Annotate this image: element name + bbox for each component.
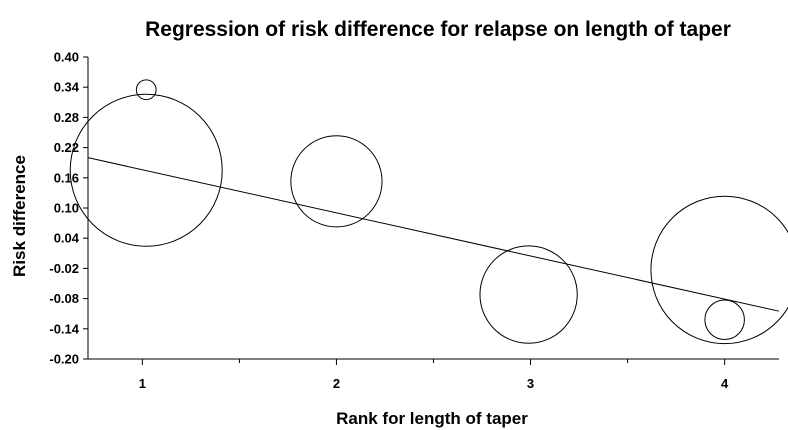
- plot-area: [69, 57, 788, 360]
- y-tick-label: 0.40: [54, 50, 79, 65]
- y-tick-label: -0.08: [49, 291, 79, 306]
- y-tick-label: 0.34: [54, 80, 80, 95]
- data-bubble: [290, 135, 383, 228]
- y-tick-label: 0.16: [54, 170, 79, 185]
- x-axis-label: Rank for length of taper: [336, 409, 528, 428]
- y-axis-ticks: 0.40 0.34 0.28 0.22 0.16 0.10 0.04 -0.02 -0.08 -0…: [49, 50, 88, 367]
- data-bubble: [479, 245, 578, 344]
- regression-line: [87, 157, 780, 312]
- y-tick-label: -0.14: [49, 321, 79, 336]
- y-axis-label: Risk difference: [10, 155, 29, 277]
- chart-title: Regression of risk difference for relaps…: [145, 18, 731, 41]
- y-tick-label: -0.02: [49, 261, 79, 276]
- data-bubble: [650, 195, 788, 345]
- y-tick-label: 0.04: [54, 231, 80, 246]
- x-tick-label: 1: [139, 376, 146, 391]
- data-bubble: [135, 79, 157, 101]
- y-tick-label: 0.28: [54, 110, 79, 125]
- y-tick-label: -0.20: [49, 352, 79, 367]
- x-tick-label: 2: [333, 376, 340, 391]
- x-tick-label: 4: [721, 376, 729, 391]
- x-axis-ticks: 1 2 3 4: [139, 359, 729, 391]
- data-bubble: [69, 93, 223, 247]
- y-tick-label: 0.10: [54, 201, 79, 216]
- x-tick-label: 3: [527, 376, 534, 391]
- y-tick-label: 0.22: [54, 140, 79, 155]
- data-bubble: [704, 299, 745, 340]
